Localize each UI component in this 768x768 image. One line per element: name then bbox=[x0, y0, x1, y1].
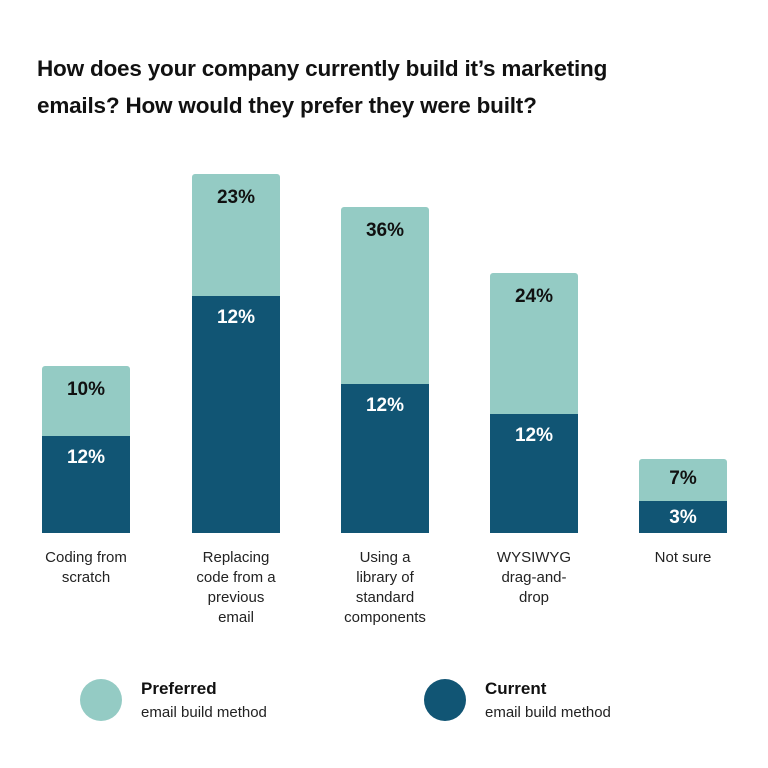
category-label-library-components: Using a library of standard components bbox=[344, 549, 426, 626]
bar-segment-preferred: 10% bbox=[42, 366, 130, 436]
value-label-current: 12% bbox=[514, 425, 554, 446]
legend-swatch-preferred-icon bbox=[80, 679, 122, 721]
value-label-preferred: 24% bbox=[514, 286, 554, 307]
value-label-current: 12% bbox=[216, 307, 256, 328]
chart-title: How does your company currently build it… bbox=[37, 50, 737, 124]
bar-segment-preferred: 24% bbox=[490, 273, 578, 414]
value-label-preferred: 7% bbox=[669, 468, 697, 489]
category-label-wysiwyg: WYSIWYG drag-and- drop bbox=[496, 549, 572, 606]
category-label-not-sure: Not sure bbox=[654, 549, 712, 566]
category-label-coding-from-scratch: Coding from scratch bbox=[45, 549, 127, 586]
bar-library-components: 36% 12% bbox=[341, 207, 429, 533]
bar-segment-preferred: 7% bbox=[639, 459, 727, 501]
legend-subtitle-preferred: email build method bbox=[141, 704, 267, 721]
bar-coding-from-scratch: 10% 12% bbox=[42, 366, 130, 533]
bar-wysiwyg: 24% 12% bbox=[490, 273, 578, 533]
bar-segment-current: 12% bbox=[42, 436, 130, 533]
value-label-current: 3% bbox=[669, 507, 697, 528]
bar-segment-current: 3% bbox=[639, 501, 727, 533]
value-label-current: 12% bbox=[365, 395, 405, 416]
category-label-replacing-code: Replacing code from a previous email bbox=[196, 549, 276, 626]
bar-segment-preferred: 23% bbox=[192, 174, 280, 296]
value-label-preferred: 10% bbox=[66, 379, 106, 400]
legend-subtitle-current: email build method bbox=[485, 704, 611, 721]
legend-swatch-current-icon bbox=[424, 679, 466, 721]
legend-title-preferred: Preferred bbox=[141, 679, 217, 698]
bar-not-sure: 7% 3% bbox=[639, 459, 727, 533]
chart-title-line-1: How does your company currently build it… bbox=[37, 56, 608, 81]
chart-title-line-2: emails? How would they prefer they were … bbox=[37, 93, 537, 118]
legend-title-current: Current bbox=[485, 679, 547, 698]
value-label-preferred: 23% bbox=[216, 187, 256, 208]
bar-segment-current: 12% bbox=[490, 414, 578, 533]
bar-replacing-code: 23% 12% bbox=[192, 174, 280, 533]
value-label-current: 12% bbox=[66, 447, 106, 468]
bar-segment-current: 12% bbox=[341, 384, 429, 533]
value-label-preferred: 36% bbox=[365, 220, 405, 241]
bar-segment-preferred: 36% bbox=[341, 207, 429, 384]
bar-segment-current: 12% bbox=[192, 296, 280, 533]
